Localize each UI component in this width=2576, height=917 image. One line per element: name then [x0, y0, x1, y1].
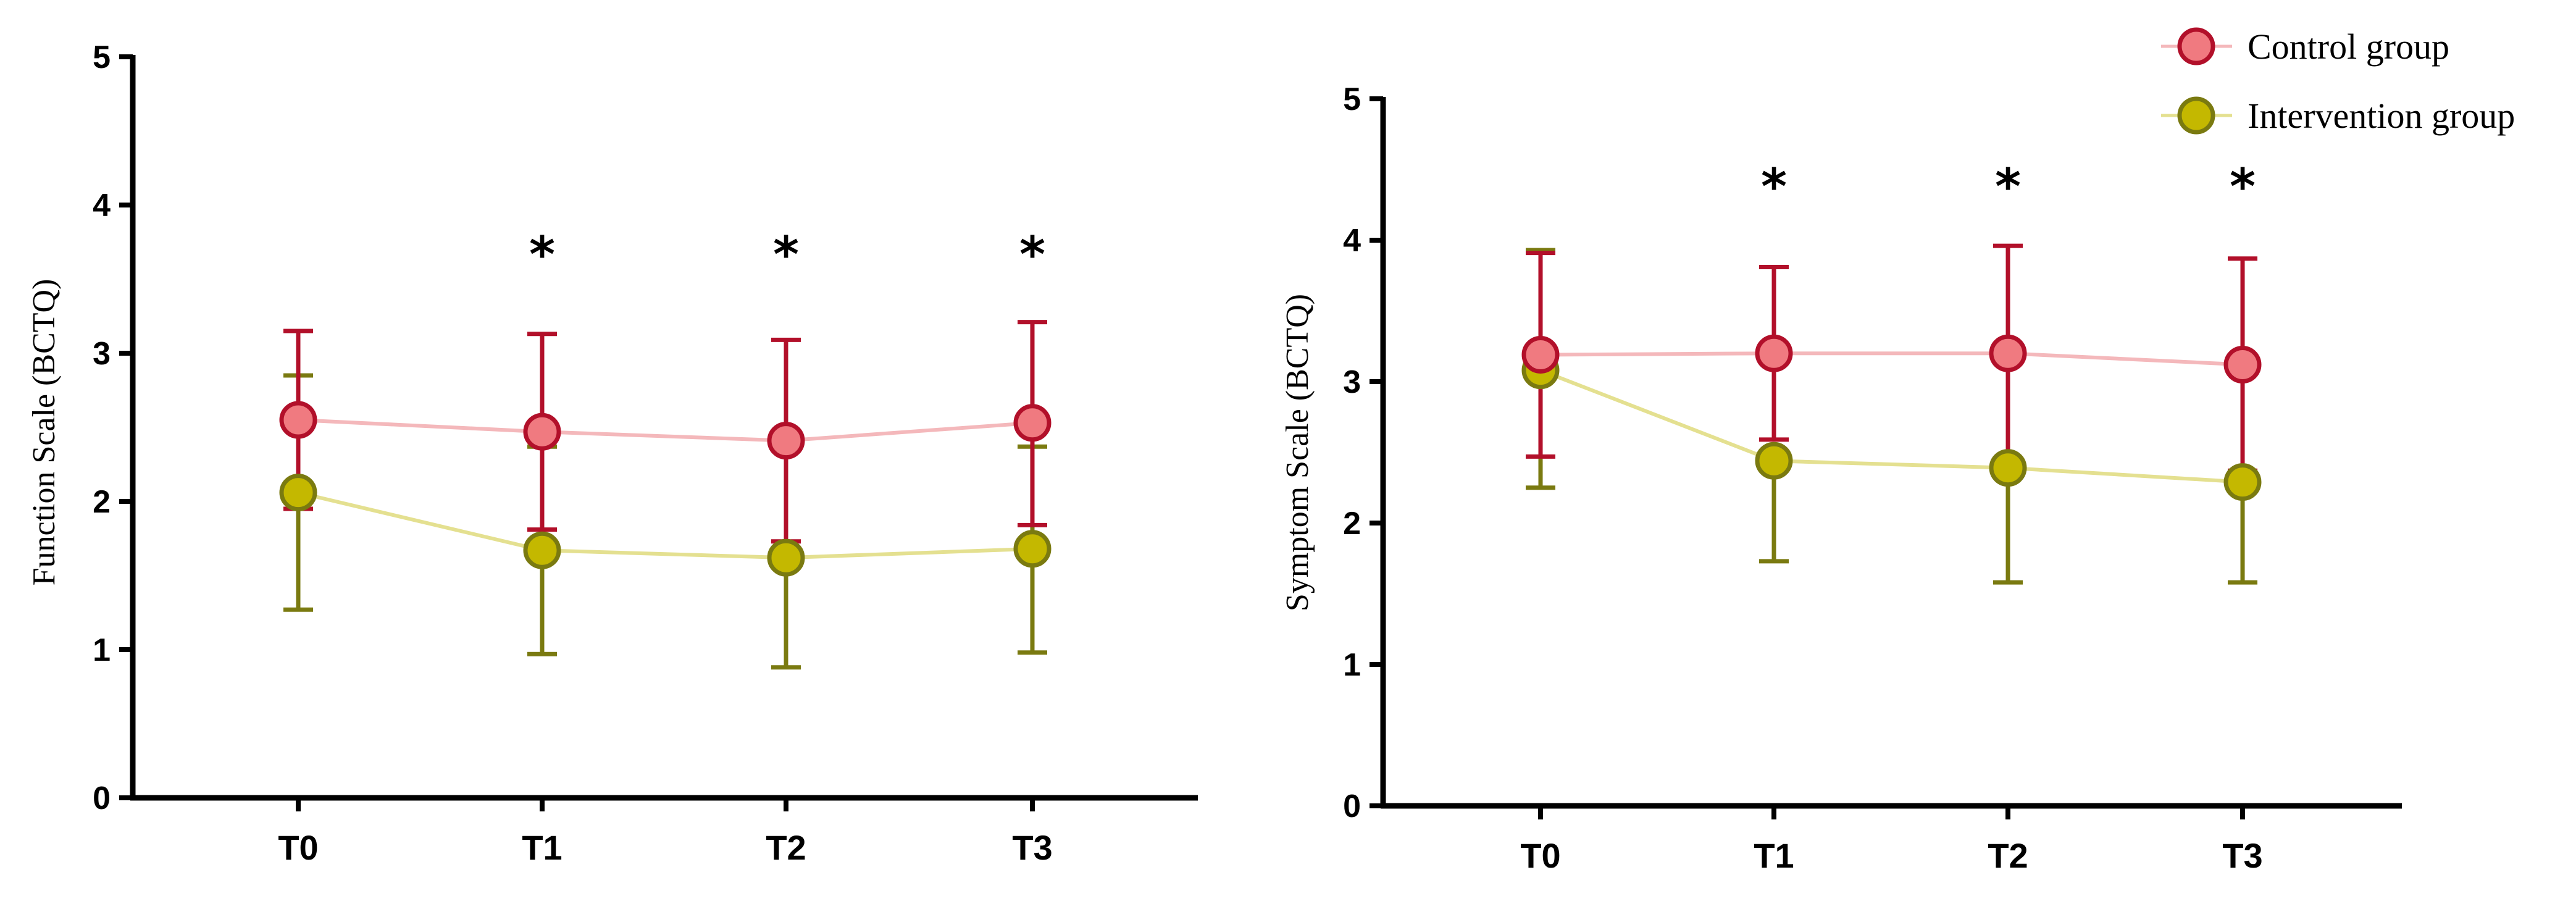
legend: Control group Intervention group — [2161, 27, 2515, 136]
x-tick-label: T1 — [522, 828, 562, 867]
significance-marker: * — [1019, 226, 1045, 283]
x-tick-label: T3 — [2222, 836, 2262, 875]
data-point — [2223, 463, 2262, 501]
data-point — [1013, 530, 1052, 568]
legend-marker-control — [2177, 27, 2215, 65]
series-line — [298, 418, 1033, 443]
data-point — [279, 401, 317, 439]
y-tick-label: 1 — [93, 632, 111, 668]
significance-marker: * — [2230, 158, 2256, 216]
x-tick-label: T3 — [1012, 828, 1052, 867]
data-point — [1989, 449, 2027, 487]
x-tick-label: T2 — [1988, 836, 2028, 875]
y-tick-label: 2 — [1343, 506, 1361, 542]
significance-marker: * — [1995, 158, 2021, 216]
x-tick-label: T2 — [766, 828, 806, 867]
data-point — [1755, 334, 1793, 372]
y-axis-title: Function Scale (BCTQ) — [27, 279, 62, 586]
x-tick-label: T0 — [278, 828, 318, 867]
data-point — [1521, 335, 1560, 374]
significance-marker: * — [773, 226, 799, 283]
y-tick-label: 0 — [1343, 789, 1361, 824]
data-point — [1013, 404, 1052, 442]
y-tick-label: 0 — [93, 781, 111, 816]
error-bar — [1993, 467, 2023, 585]
legend-label-control: Control group — [2248, 27, 2449, 67]
y-tick-label: 5 — [93, 40, 111, 75]
legend-entry-control: Control group — [2161, 27, 2449, 67]
y-axis-title: Symptom Scale (BCTQ) — [1280, 294, 1315, 611]
function-scale-chart: 0 1 2 3 4 5 T0 T1 T2 T3 Function Scale (BCTQ) * * * — [27, 40, 1198, 867]
series-line — [1539, 368, 2243, 484]
y-tick-label: 5 — [1343, 82, 1361, 117]
data-point — [1755, 442, 1793, 480]
data-point — [1989, 334, 2027, 372]
data-point — [2223, 346, 2262, 384]
y-tick-label: 3 — [93, 336, 111, 372]
y-tick-label: 1 — [1343, 647, 1361, 683]
data-point — [279, 474, 317, 512]
symptom-scale-chart: 0 1 2 3 4 5 T0 T1 T2 T3 Symptom Scale (BCTQ) * * * — [1280, 82, 2402, 875]
y-tick-label: 2 — [93, 484, 111, 520]
x-tick-label: T1 — [1754, 836, 1794, 875]
data-point — [767, 422, 805, 460]
significance-marker: * — [1761, 158, 1787, 216]
significance-marker: * — [529, 226, 555, 283]
data-point — [523, 531, 561, 569]
legend-entry-intervention: Intervention group — [2161, 96, 2515, 136]
series-line — [1540, 351, 2243, 367]
y-tick-label: 4 — [93, 188, 111, 224]
data-point — [523, 412, 561, 451]
legend-marker-intervention — [2177, 96, 2215, 135]
data-point — [767, 538, 805, 577]
y-tick-label: 3 — [1343, 364, 1361, 400]
series-line — [298, 490, 1033, 560]
y-tick-label: 4 — [1343, 223, 1361, 259]
legend-label-intervention: Intervention group — [2248, 96, 2515, 136]
x-tick-label: T0 — [1520, 836, 1560, 875]
